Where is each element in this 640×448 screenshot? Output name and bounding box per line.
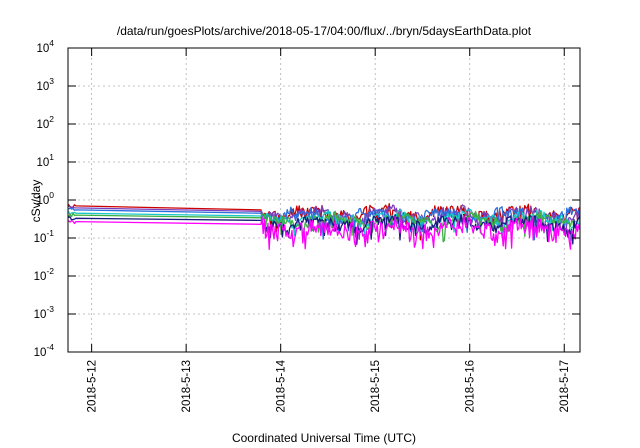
data-series-line	[67, 203, 581, 241]
y-tick-label: 10-2	[34, 266, 55, 283]
data-series-group	[67, 203, 581, 251]
chart-title: /data/run/goesPlots/archive/2018-05-17/0…	[117, 24, 532, 38]
y-axis-title: cSv/day	[29, 180, 43, 223]
y-tick-label: 10-1	[34, 228, 55, 245]
x-tick-label: 2018-5-17	[559, 360, 571, 412]
x-tick-label: 2018-5-14	[276, 359, 288, 412]
y-tick-label: 10-4	[34, 342, 55, 359]
data-series-line	[68, 214, 581, 251]
y-tick-label: 102	[36, 114, 54, 131]
grid	[68, 48, 580, 352]
y-tick-label: 10-3	[34, 304, 55, 321]
x-tick-label: 2018-5-15	[370, 360, 382, 412]
x-tick-label: 2018-5-12	[87, 360, 99, 412]
x-axis-title: Coordinated Universal Time (UTC)	[232, 431, 416, 445]
x-tick-label: 2018-5-13	[181, 360, 193, 412]
y-tick-label: 103	[36, 76, 54, 93]
y-tick-label: 101	[36, 152, 54, 169]
x-tick-label: 2018-5-16	[465, 360, 477, 412]
y-tick-label: 104	[36, 38, 54, 55]
data-series-line	[68, 213, 581, 245]
